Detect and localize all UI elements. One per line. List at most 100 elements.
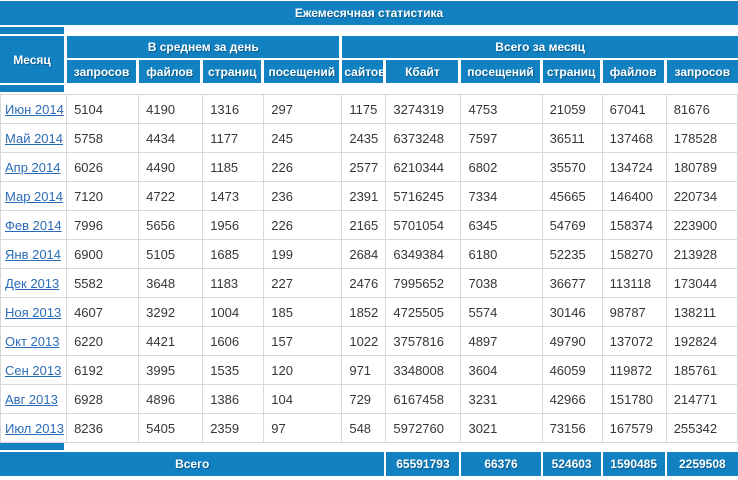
cell-sites: 1175 <box>342 94 387 124</box>
cell-kbytes: 6210344 <box>386 153 462 182</box>
col-header-kbytes: Кбайт <box>386 60 462 85</box>
group-header-row: Месяц В среднем за день Всего за месяц <box>0 36 738 85</box>
spacer-row-bottom <box>0 443 738 452</box>
col-header-files: файлов <box>602 60 667 85</box>
table-row: Янв 2014 6900 5105 1685 199 2684 6349384… <box>0 240 738 269</box>
month-cell: Янв 2014 <box>0 240 68 269</box>
cell-visits: 6345 <box>461 211 543 240</box>
cell-sites: 2391 <box>342 182 387 211</box>
month-cell: Окт 2013 <box>0 327 68 356</box>
table-row: Ноя 2013 4607 3292 1004 185 1852 4725505… <box>0 298 738 327</box>
month-link[interactable]: Янв 2014 <box>5 246 62 262</box>
cell-sites: 1022 <box>342 327 387 356</box>
cell-avg-visits: 227 <box>264 269 343 298</box>
spacer-cell <box>0 85 68 94</box>
cell-kbytes: 4725505 <box>386 298 462 327</box>
cell-avg-files: 4434 <box>139 124 204 153</box>
cell-pages: 54769 <box>542 211 603 240</box>
cell-avg-files: 4722 <box>139 182 204 211</box>
cell-avg-visits: 97 <box>264 414 343 443</box>
cell-avg-pages: 1316 <box>203 94 265 124</box>
cell-visits: 4753 <box>461 94 543 124</box>
cell-hits: 173044 <box>666 269 738 298</box>
footer-total-label: Всего <box>0 452 387 476</box>
cell-avg-visits: 199 <box>264 240 343 269</box>
cell-visits: 5574 <box>461 298 543 327</box>
table-row: Авг 2013 6928 4896 1386 104 729 6167458 … <box>0 385 738 414</box>
table-header: Ежемесячная статистика Месяц В среднем з… <box>0 1 738 94</box>
month-link[interactable]: Мар 2014 <box>5 188 63 204</box>
month-link[interactable]: Июл 2013 <box>5 420 64 436</box>
cell-avg-hits: 5758 <box>67 124 140 153</box>
footer-total-hits: 2259508 <box>666 452 738 476</box>
cell-visits: 3021 <box>461 414 543 443</box>
table-footer: Всего 65591793 66376 524603 1590485 2259… <box>0 443 738 476</box>
cell-hits: 81676 <box>666 94 738 124</box>
spacer-cell <box>0 27 68 36</box>
table-row: Сен 2013 6192 3995 1535 120 971 3348008 … <box>0 356 738 385</box>
cell-avg-pages: 1177 <box>203 124 265 153</box>
cell-avg-visits: 157 <box>264 327 343 356</box>
table-row: Фев 2014 7996 5656 1956 226 2165 5701054… <box>0 211 738 240</box>
cell-avg-files: 4190 <box>139 94 204 124</box>
cell-pages: 73156 <box>542 414 603 443</box>
cell-hits: 220734 <box>666 182 738 211</box>
cell-hits: 255342 <box>666 414 738 443</box>
cell-files: 158374 <box>602 211 667 240</box>
footer-total-pages: 524603 <box>542 452 603 476</box>
month-link[interactable]: Сен 2013 <box>5 362 62 378</box>
cell-avg-pages: 1685 <box>203 240 265 269</box>
month-link[interactable]: Фев 2014 <box>5 217 62 233</box>
cell-avg-pages: 1473 <box>203 182 265 211</box>
totals-row: Всего 65591793 66376 524603 1590485 2259… <box>0 452 738 476</box>
month-link[interactable]: Дек 2013 <box>5 275 60 291</box>
cell-avg-hits: 6220 <box>67 327 140 356</box>
cell-avg-hits: 6928 <box>67 385 140 414</box>
month-link[interactable]: Окт 2013 <box>5 333 60 349</box>
month-cell: Фев 2014 <box>0 211 68 240</box>
group-header-monthly-total: Всего за месяц <box>342 36 738 60</box>
cell-sites: 2165 <box>342 211 387 240</box>
cell-pages: 30146 <box>542 298 603 327</box>
cell-files: 167579 <box>602 414 667 443</box>
cell-avg-files: 4490 <box>139 153 204 182</box>
col-header-visits: посещений <box>461 60 543 85</box>
table-row: Июн 2014 5104 4190 1316 297 1175 3274319… <box>0 94 738 124</box>
cell-files: 137468 <box>602 124 667 153</box>
cell-files: 151780 <box>602 385 667 414</box>
cell-visits: 7038 <box>461 269 543 298</box>
month-link[interactable]: Июн 2014 <box>5 101 64 117</box>
cell-avg-hits: 5104 <box>67 94 140 124</box>
cell-avg-visits: 297 <box>264 94 343 124</box>
cell-visits: 4897 <box>461 327 543 356</box>
cell-sites: 729 <box>342 385 387 414</box>
cell-hits: 213928 <box>666 240 738 269</box>
cell-kbytes: 6167458 <box>386 385 462 414</box>
group-header-daily-avg: В среднем за день <box>67 36 343 60</box>
cell-visits: 6180 <box>461 240 543 269</box>
month-link[interactable]: Авг 2013 <box>5 391 58 407</box>
col-header-avg-visits: посещений <box>264 60 343 85</box>
cell-avg-files: 4896 <box>139 385 204 414</box>
month-link[interactable]: Май 2014 <box>5 130 63 146</box>
cell-avg-files: 5105 <box>139 240 204 269</box>
cell-avg-visits: 104 <box>264 385 343 414</box>
month-link[interactable]: Ноя 2013 <box>5 304 62 320</box>
cell-avg-hits: 6026 <box>67 153 140 182</box>
cell-sites: 2435 <box>342 124 387 153</box>
cell-kbytes: 3274319 <box>386 94 462 124</box>
col-header-avg-hits: запросов <box>67 60 140 85</box>
table-row: Июл 2013 8236 5405 2359 97 548 5972760 3… <box>0 414 738 443</box>
cell-avg-files: 4421 <box>139 327 204 356</box>
month-link[interactable]: Апр 2014 <box>5 159 61 175</box>
table-row: Дек 2013 5582 3648 1183 227 2476 7995652… <box>0 269 738 298</box>
month-cell: Авг 2013 <box>0 385 68 414</box>
cell-sites: 2684 <box>342 240 387 269</box>
cell-kbytes: 6349384 <box>386 240 462 269</box>
cell-avg-files: 5405 <box>139 414 204 443</box>
cell-kbytes: 6373248 <box>386 124 462 153</box>
col-header-hits: запросов <box>666 60 738 85</box>
cell-hits: 223900 <box>666 211 738 240</box>
cell-files: 98787 <box>602 298 667 327</box>
table-row: Окт 2013 6220 4421 1606 157 1022 3757816… <box>0 327 738 356</box>
